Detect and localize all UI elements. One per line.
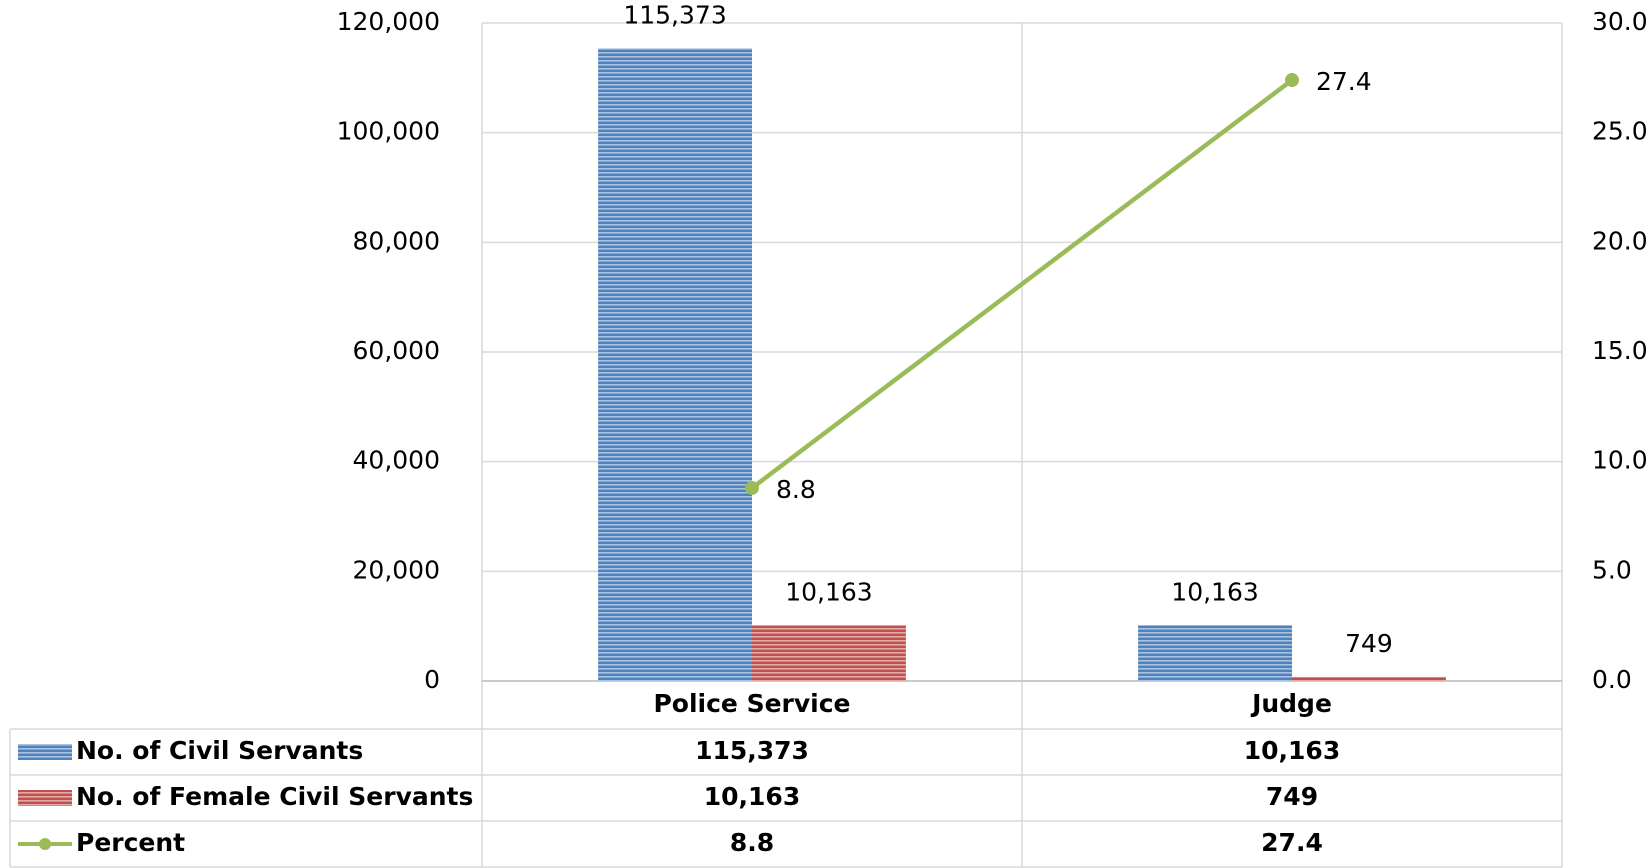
table-cell: 27.4 [1261,828,1323,857]
y-tick-label: 80,000 [353,226,440,255]
y-tick-label: 20,000 [353,555,440,584]
data-label: 749 [1345,629,1393,658]
legend-swatch [18,790,72,806]
table-cell: 8.8 [730,828,774,857]
y-tick-label: 60,000 [353,336,440,365]
x-tick-label: Police Service [653,689,850,718]
y2-tick-label: 30.0 [1592,7,1648,36]
y2-tick-label: 10.0 [1592,446,1648,475]
table-cell: 10,163 [1244,736,1340,765]
legend-label: No. of Civil Servants [76,736,363,765]
y2-tick-label: 0.0 [1592,665,1632,694]
line-marker [1285,73,1299,88]
data-label: 10,163 [785,577,872,606]
y2-tick-label: 20.0 [1592,226,1648,255]
y-tick-label: 40,000 [353,446,440,475]
legend-label: Percent [76,828,185,857]
bar [1138,625,1292,681]
table-cell: 115,373 [695,736,809,765]
y2-tick-label: 15.0 [1592,336,1648,365]
legend-marker [39,838,51,850]
line [750,78,1294,490]
y-tick-label: 100,000 [337,117,440,146]
line-marker [745,480,759,495]
legend-swatch [18,744,72,760]
data-label: 10,163 [1171,577,1258,606]
data-label: 27.4 [1316,67,1372,96]
legend-label: No. of Female Civil Servants [76,782,473,811]
x-tick-label: Judge [1250,689,1332,718]
data-label: 8.8 [776,475,816,504]
bar [1292,676,1446,681]
y-tick-label: 120,000 [337,7,440,36]
data-label: 115,373 [623,0,726,29]
bar [598,48,752,681]
table-cell: 749 [1266,782,1318,811]
y2-tick-label: 25.0 [1592,117,1648,146]
y2-tick-label: 5.0 [1592,555,1632,584]
bar [752,625,906,681]
y-tick-label: 0 [424,665,440,694]
table-cell: 10,163 [704,782,800,811]
